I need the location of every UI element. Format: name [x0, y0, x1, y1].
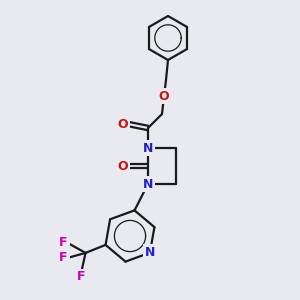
Text: O: O: [118, 118, 128, 130]
Text: F: F: [77, 270, 86, 284]
Text: O: O: [118, 160, 128, 172]
Text: F: F: [59, 251, 68, 264]
Text: N: N: [143, 142, 153, 154]
Text: N: N: [143, 178, 153, 190]
Text: N: N: [145, 246, 155, 259]
Text: O: O: [159, 89, 169, 103]
Text: F: F: [59, 236, 68, 249]
